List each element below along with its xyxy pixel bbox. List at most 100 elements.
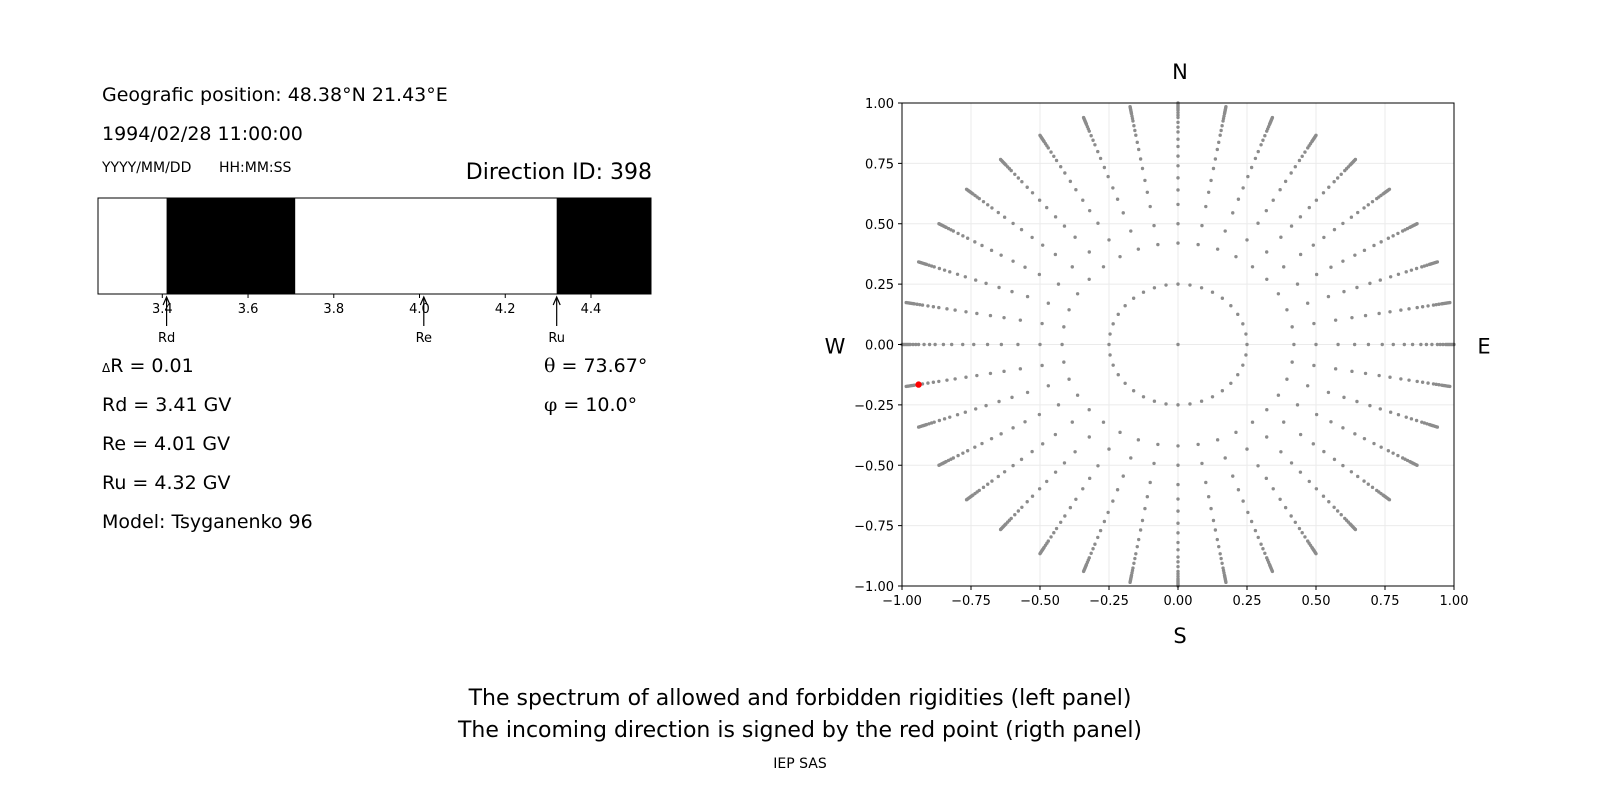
grid-point (1341, 426, 1345, 430)
grid-point (1115, 197, 1120, 201)
grid-point (975, 311, 979, 316)
y-tick-label: 1.00 (865, 97, 894, 112)
grid-point (1261, 547, 1265, 551)
grid-point (1137, 537, 1141, 542)
grid-point (1300, 531, 1304, 535)
grid-point (1030, 235, 1034, 240)
grid-point (1303, 535, 1307, 539)
grid-point (1396, 413, 1401, 417)
grid-point (1414, 266, 1419, 271)
grid-point (922, 342, 926, 347)
grid-point (1134, 133, 1138, 137)
grid-point (1219, 128, 1223, 133)
grid-point (1010, 289, 1014, 294)
grid-point (1038, 133, 1042, 138)
grid-point (1218, 552, 1222, 556)
grid-point (1087, 476, 1092, 481)
grid-point (1245, 447, 1249, 451)
grid-point (1116, 372, 1120, 377)
grid-point (1314, 487, 1319, 491)
grid-point (1404, 415, 1408, 419)
grid-point (1249, 165, 1254, 170)
grid-point (1380, 342, 1384, 347)
grid-point (1431, 382, 1436, 386)
grid-point (973, 240, 977, 244)
grid-point (1063, 514, 1067, 518)
grid-point (1435, 260, 1440, 264)
grid-point (1030, 449, 1034, 454)
grid-point (932, 420, 936, 424)
x-tick-label: −1.00 (882, 594, 922, 609)
grid-point (1305, 301, 1310, 305)
grid-point (1176, 222, 1180, 226)
grid-point (956, 231, 960, 236)
grid-point (1249, 519, 1254, 524)
grid-point (911, 342, 915, 347)
grid-point (1046, 384, 1051, 388)
grid-point (1206, 495, 1211, 499)
grid-point (1176, 497, 1180, 501)
grid-point (1129, 456, 1133, 460)
grid-point (931, 380, 936, 384)
grid-point (1091, 547, 1095, 551)
date-time: 1994/02/28 11:00:00 (102, 123, 303, 145)
grid-point (1372, 243, 1376, 248)
grid-point (1256, 535, 1260, 540)
grid-point (1246, 510, 1250, 515)
grid-point (1396, 272, 1401, 276)
grid-point (1210, 395, 1215, 399)
grid-point (927, 342, 932, 347)
grid-point (1265, 277, 1269, 282)
grid-point (1241, 363, 1245, 367)
grid-point (1123, 381, 1127, 386)
grid-point (1271, 198, 1275, 202)
grid-point (1209, 506, 1213, 511)
grid-point (1067, 377, 1071, 381)
grid-point (1420, 420, 1424, 424)
grid-point (1245, 342, 1249, 347)
grid-point (1176, 110, 1180, 115)
grid-point (1176, 444, 1180, 448)
compass-south: S (1173, 624, 1186, 648)
grid-point (1314, 198, 1319, 202)
grid-point (1209, 178, 1213, 183)
grid-point (1265, 435, 1269, 439)
grid-point (1045, 205, 1049, 210)
grid-point (1362, 248, 1367, 253)
grid-point (1019, 227, 1024, 232)
grid-point (1377, 373, 1381, 378)
grid-point (1116, 312, 1120, 317)
grid-point (916, 342, 921, 347)
grid-point (1176, 154, 1180, 158)
grid-point (1425, 422, 1429, 426)
grid-point (1355, 285, 1359, 290)
grid-point (904, 300, 908, 305)
grid-point (1362, 436, 1367, 441)
x-tick-label: 4.4 (581, 302, 602, 317)
grid-point (1379, 240, 1383, 244)
grid-point (1378, 278, 1382, 282)
grid-point (927, 422, 931, 426)
grid-point (1215, 147, 1220, 152)
y-tick-label: −0.75 (854, 520, 894, 535)
grid-point (1133, 128, 1137, 133)
grid-point (973, 445, 977, 449)
marker-label: Rd (158, 331, 175, 346)
grid-point (1131, 296, 1136, 300)
grid-point (1259, 542, 1263, 546)
grid-point (1089, 134, 1093, 138)
grid-point (1196, 242, 1200, 247)
grid-point (1437, 383, 1441, 387)
grid-point (1422, 264, 1427, 268)
grid-point (1332, 180, 1336, 184)
grid-point (1363, 371, 1368, 376)
grid-point (988, 371, 993, 376)
grid-point (1223, 229, 1227, 233)
grid-point (1407, 307, 1411, 311)
grid-point (1314, 272, 1319, 277)
grid-point (1019, 457, 1024, 462)
grid-point (1176, 555, 1180, 559)
grid-point (1282, 265, 1286, 269)
grid-point (1426, 304, 1430, 308)
grid-point (1246, 174, 1250, 179)
